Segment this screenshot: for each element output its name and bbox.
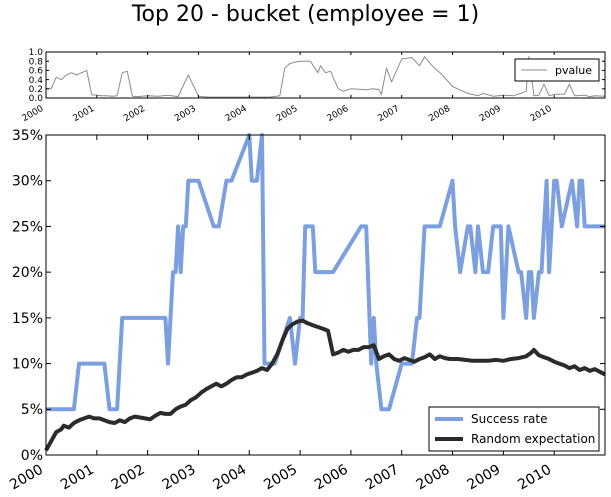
y-tick-label: 15% xyxy=(12,311,43,327)
x-tick-label: 2003 xyxy=(160,462,199,494)
legend-box xyxy=(514,58,600,82)
y-tick-label: 0.2 xyxy=(29,85,43,95)
y-tick-label: 35% xyxy=(12,128,43,144)
y-tick-label: 30% xyxy=(12,174,43,190)
y-tick-label: 25% xyxy=(12,219,43,235)
y-tick-label: 0.8 xyxy=(29,57,44,67)
legend-label: pvalue xyxy=(555,64,592,77)
x-tick-label: 2003 xyxy=(173,104,198,124)
y-tick-label: 1.0 xyxy=(29,48,44,58)
main-panel: 0% 5% 10% 15% 20% 25% 30% 35% 2000 2001 2002 2003 20… xyxy=(7,128,606,494)
y-tick-label: 0.0 xyxy=(29,94,44,104)
x-tick-label: 2010 xyxy=(515,462,554,494)
x-tick-label: 2008 xyxy=(414,462,453,494)
x-tick-label: 2002 xyxy=(109,462,148,494)
x-tick-label: 2004 xyxy=(210,462,249,494)
x-tick-label: 2004 xyxy=(224,104,249,124)
legend-label: Success rate xyxy=(471,412,548,426)
x-tick-label: 2009 xyxy=(478,104,503,124)
y-tick-label: 5% xyxy=(21,402,43,418)
plot-frame xyxy=(45,51,606,99)
series-line-success-rate xyxy=(46,133,605,412)
pvalue-panel: 0.00.20.40.60.81.0 2000 2001 2002 2003 2004 20… xyxy=(21,48,606,124)
y-tick-label: 0% xyxy=(21,448,43,464)
y-tick-label: 0.4 xyxy=(29,76,44,86)
x-tick-label: 2007 xyxy=(363,462,402,494)
legend-box xyxy=(428,406,600,452)
series-line-random-expectation xyxy=(44,318,606,452)
y-tick-label: 10% xyxy=(12,356,43,372)
x-tick-label: 2002 xyxy=(122,104,147,124)
x-tick-label: 2006 xyxy=(312,462,351,494)
x-tick-label: 2009 xyxy=(464,462,503,494)
x-tick-label: 2001 xyxy=(71,104,96,124)
y-tick-label: 0.6 xyxy=(29,67,44,77)
x-tick-label: 2005 xyxy=(261,462,300,494)
x-tick-label: 2005 xyxy=(275,104,300,124)
series-line-pvalue xyxy=(46,56,606,98)
x-tick-label: 2000 xyxy=(7,462,46,494)
y-tick-label: 20% xyxy=(12,265,43,281)
plot-frame xyxy=(45,134,606,456)
x-tick-label: 2001 xyxy=(58,462,97,494)
x-tick-label: 2010 xyxy=(529,104,554,124)
x-tick-label: 2007 xyxy=(376,104,401,124)
x-tick-label: 2000 xyxy=(21,104,46,124)
legend-label: Random expectation xyxy=(471,432,595,446)
x-tick-label: 2006 xyxy=(326,104,351,124)
x-tick-label: 2008 xyxy=(427,104,452,124)
chart-title: Top 20 - bucket (employee = 1) xyxy=(131,2,480,27)
